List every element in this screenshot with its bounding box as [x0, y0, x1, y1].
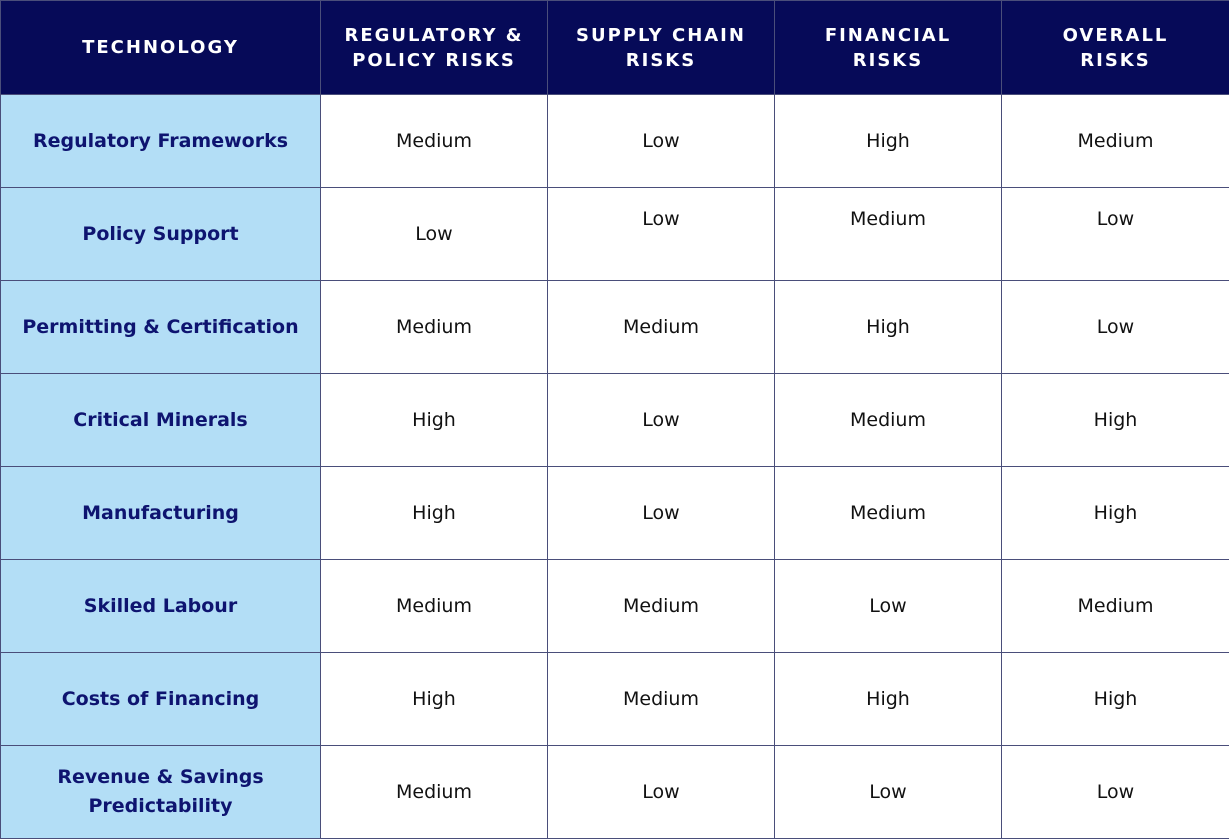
- rating-cell: Medium: [1001, 559, 1229, 653]
- column-header-regulatory-policy-risks: REGULATORY & POLICY RISKS: [320, 0, 548, 95]
- rating-cell: Medium: [320, 280, 548, 374]
- rating-cell: High: [774, 94, 1002, 188]
- row-label: Skilled Labour: [0, 559, 321, 653]
- rating-cell: Low: [547, 187, 775, 281]
- rating-cell: High: [320, 373, 548, 467]
- rating-cell: High: [1001, 373, 1229, 467]
- table-row: Policy Support Low Low Medium Low: [0, 187, 1229, 281]
- table-row: Revenue & Savings Predictability Medium …: [0, 745, 1229, 839]
- table-row: Critical Minerals High Low Medium High: [0, 373, 1229, 467]
- rating-cell: High: [320, 466, 548, 560]
- table-row: Costs of Financing High Medium High High: [0, 652, 1229, 746]
- column-header-financial-risks: FINANCIAL RISKS: [774, 0, 1002, 95]
- rating-cell: Low: [1001, 745, 1229, 839]
- rating-cell: Medium: [547, 559, 775, 653]
- row-label: Policy Support: [0, 187, 321, 281]
- rating-cell: High: [320, 652, 548, 746]
- row-label: Regulatory Frameworks: [0, 94, 321, 188]
- row-label: Costs of Financing: [0, 652, 321, 746]
- row-label: Manufacturing: [0, 466, 321, 560]
- rating-cell: Medium: [547, 280, 775, 374]
- rating-cell: Low: [547, 745, 775, 839]
- rating-cell: Low: [1001, 280, 1229, 374]
- header-row: TECHNOLOGY REGULATORY & POLICY RISKS SUP…: [0, 0, 1229, 95]
- rating-cell: Medium: [1001, 94, 1229, 188]
- rating-cell: Medium: [547, 652, 775, 746]
- column-header-technology: TECHNOLOGY: [0, 0, 321, 95]
- rating-cell: High: [774, 652, 1002, 746]
- rating-cell: Low: [547, 94, 775, 188]
- table-row: Manufacturing High Low Medium High: [0, 466, 1229, 560]
- rating-cell: High: [774, 280, 1002, 374]
- rating-cell: Medium: [320, 559, 548, 653]
- column-header-overall-risks: OVERALL RISKS: [1001, 0, 1229, 95]
- rating-cell: High: [1001, 652, 1229, 746]
- row-label: Permitting & Certification: [0, 280, 321, 374]
- table-row: Regulatory Frameworks Medium Low High Me…: [0, 94, 1229, 188]
- rating-cell: Low: [320, 187, 548, 281]
- rating-cell: Low: [774, 559, 1002, 653]
- rating-cell: Low: [1001, 187, 1229, 281]
- rating-cell: High: [1001, 466, 1229, 560]
- rating-cell: Medium: [320, 94, 548, 188]
- table-row: Skilled Labour Medium Medium Low Medium: [0, 559, 1229, 653]
- table-row: Permitting & Certification Medium Medium…: [0, 280, 1229, 374]
- rating-cell: Medium: [320, 745, 548, 839]
- rating-cell: Low: [774, 745, 1002, 839]
- rating-cell: Low: [547, 466, 775, 560]
- rating-cell: Medium: [774, 373, 1002, 467]
- rating-cell: Medium: [774, 466, 1002, 560]
- column-header-supply-chain-risks: SUPPLY CHAIN RISKS: [547, 0, 775, 95]
- row-label: Critical Minerals: [0, 373, 321, 467]
- row-label: Revenue & Savings Predictability: [0, 745, 321, 839]
- rating-cell: Medium: [774, 187, 1002, 281]
- rating-cell: Low: [547, 373, 775, 467]
